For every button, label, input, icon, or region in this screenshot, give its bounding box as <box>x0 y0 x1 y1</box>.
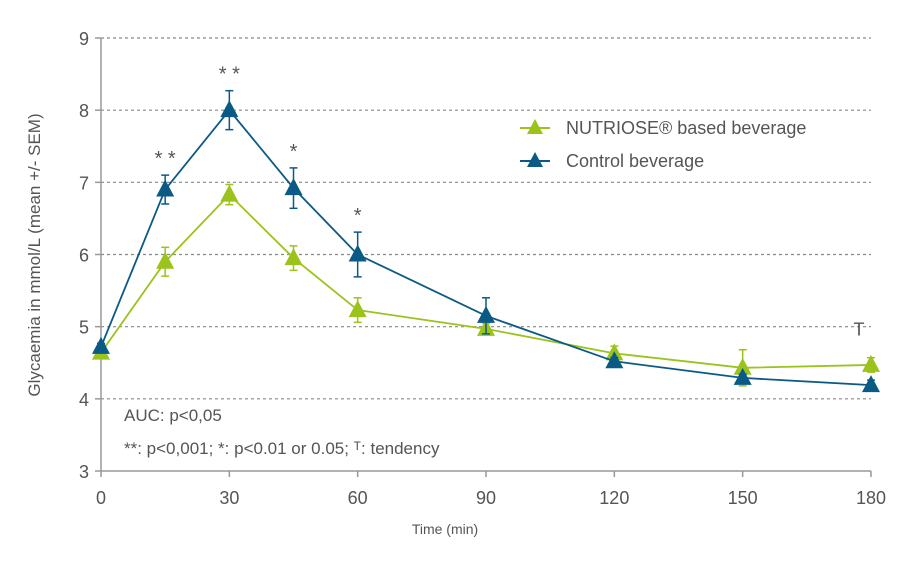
x-axis-label: Time (min) <box>412 521 478 537</box>
significance-mark: T <box>854 320 865 340</box>
legend: NUTRIOSE® based beverage Control beverag… <box>520 118 806 171</box>
y-tick-label: 6 <box>79 246 89 266</box>
significance-mark: * <box>354 205 362 227</box>
significance-mark: * * <box>219 64 240 86</box>
data-point <box>862 354 880 372</box>
legend-marker-nutriose <box>527 119 543 134</box>
x-tick-label: 30 <box>219 488 239 508</box>
data-point <box>284 248 303 266</box>
data-point <box>733 357 752 375</box>
y-tick-label: 4 <box>79 390 89 410</box>
grid <box>101 37 871 400</box>
series-1 <box>92 89 880 393</box>
significance-mark: * <box>290 141 298 163</box>
y-axis-label: Glycaemia in mmol/L (mean +/- SEM) <box>25 113 44 396</box>
data-point <box>156 251 175 269</box>
significance-mark: * * <box>155 148 176 170</box>
data-point <box>156 179 175 197</box>
annotation-auc: AUC: p<0,05 <box>124 406 222 425</box>
y-tick-label: 8 <box>79 101 89 121</box>
x-tick-label: 150 <box>728 488 758 508</box>
series-line <box>100 108 872 387</box>
x-tick-label: 180 <box>856 488 886 508</box>
legend-label-control: Control beverage <box>566 151 704 171</box>
series-0 <box>92 183 880 387</box>
legend-marker-control <box>527 152 543 167</box>
y-tick-label: 3 <box>79 462 89 482</box>
data-point <box>220 184 239 202</box>
x-tick-label: 120 <box>599 488 629 508</box>
data-point <box>92 336 110 354</box>
data-point <box>284 178 303 196</box>
data-point <box>348 300 367 318</box>
y-tick-label: 7 <box>79 173 89 193</box>
x-tick-label: 90 <box>476 488 496 508</box>
x-tick-label: 60 <box>348 488 368 508</box>
data-point <box>348 244 367 262</box>
annotation-significance: **: p<0,001; *: p<0.01 or 0.05; ᵀ: tende… <box>124 439 440 458</box>
data-point <box>477 305 495 323</box>
data-point <box>605 351 624 369</box>
y-tick-label: 9 <box>79 29 89 49</box>
series-line <box>100 193 872 369</box>
series: * * * * * * T <box>92 64 880 393</box>
data-point <box>862 375 880 393</box>
legend-label-nutriose: NUTRIOSE® based beverage <box>566 118 806 138</box>
y-tick-label: 5 <box>79 318 89 338</box>
data-point <box>733 367 752 385</box>
data-point <box>220 100 239 118</box>
x-tick-label: 0 <box>96 488 106 508</box>
